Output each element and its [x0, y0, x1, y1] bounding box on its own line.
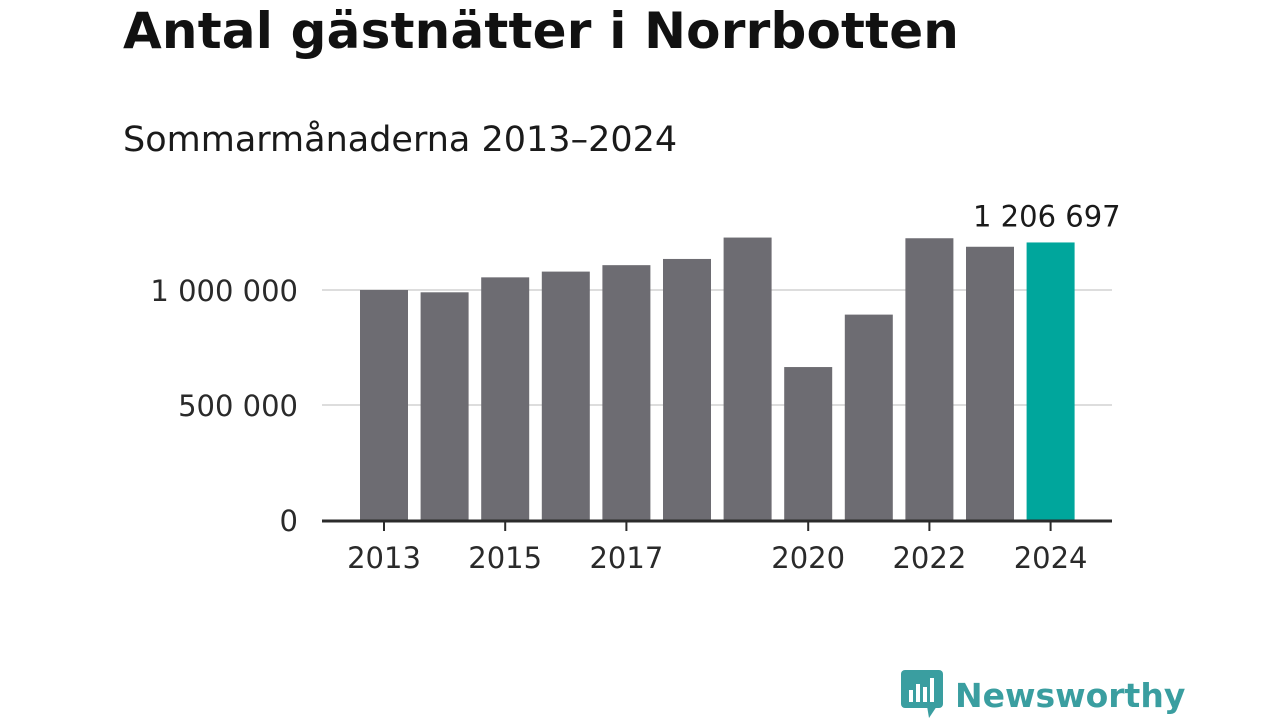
y-tick-label: 0 [280, 504, 298, 538]
x-tick-label: 2017 [589, 541, 663, 575]
axes [322, 519, 1112, 531]
x-tick-label: 2013 [347, 541, 421, 575]
x-tick-label: 2024 [1014, 541, 1088, 575]
bar-2023 [966, 246, 1014, 520]
bar-2015 [481, 277, 530, 520]
bar-2018 [663, 258, 711, 520]
bar-2017 [602, 265, 651, 520]
bar-2022 [905, 238, 954, 520]
bar-2019 [723, 237, 772, 520]
newsworthy-logo: Newsworthy [901, 670, 1185, 720]
x-tick-label: 2020 [771, 541, 845, 575]
chart-subtitle: Sommarmånaderna 2013–2024 [123, 120, 678, 160]
bars [360, 237, 1075, 520]
y-tick-label: 1 000 000 [150, 274, 298, 308]
bar-2024 [1026, 242, 1075, 520]
bar-2013 [360, 290, 408, 520]
labels: 0 500 000 1 000 000 2013 2015 2017 2020 2022 202… [150, 199, 1120, 575]
bar-2020 [784, 367, 833, 520]
logo-text: Newsworthy [955, 675, 1186, 715]
y-tick-label: 500 000 [178, 389, 298, 423]
x-tick-label: 2022 [892, 541, 966, 575]
bar-2016 [541, 271, 590, 520]
chart-title: Antal gästnätter i Norrbotten [123, 2, 960, 60]
bar-2014 [420, 292, 469, 520]
x-tick-label: 2015 [468, 541, 542, 575]
bar-2021 [844, 314, 893, 520]
highlight-value-label: 1 206 697 [973, 199, 1121, 233]
bar-chart-speech-bubble-icon [901, 670, 943, 718]
